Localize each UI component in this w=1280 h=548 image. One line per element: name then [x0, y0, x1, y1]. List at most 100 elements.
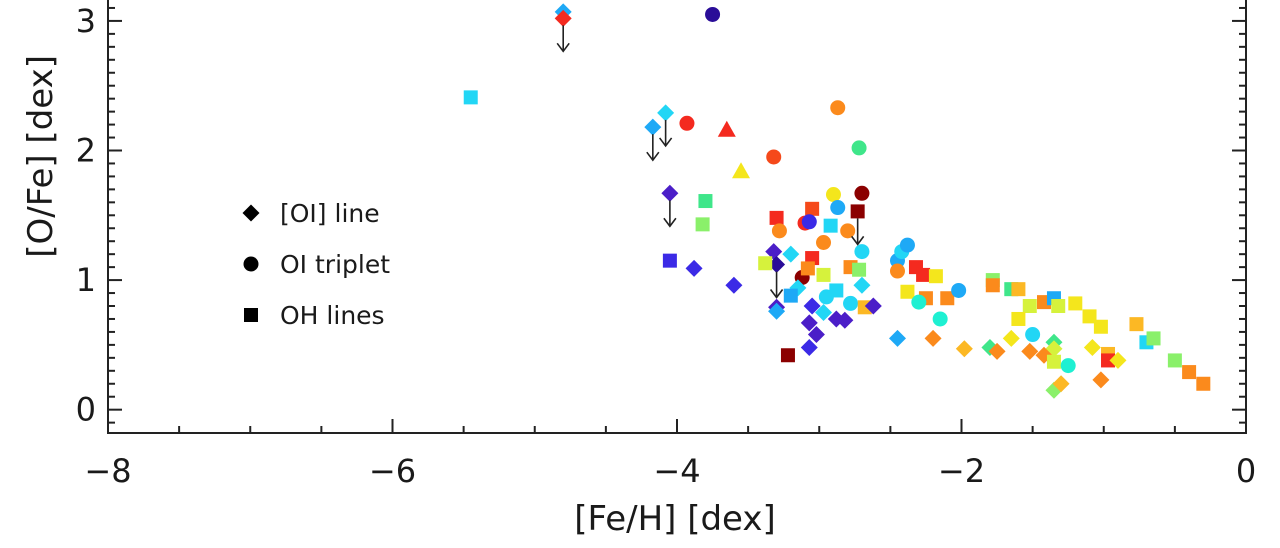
data-point-diamond — [924, 329, 942, 347]
data-point-circle — [1025, 327, 1041, 343]
data-point-square — [1068, 296, 1083, 311]
data-point-diamond — [768, 302, 786, 320]
marker-layer — [463, 3, 1211, 399]
upper-limit-arrow — [658, 119, 673, 148]
data-point-diamond — [685, 259, 703, 277]
legend-label: OI triplet — [280, 250, 390, 279]
data-point-circle — [854, 244, 870, 260]
data-point-square — [662, 253, 677, 268]
data-point-circle — [830, 100, 846, 116]
y-tick-label: 1 — [76, 261, 96, 299]
data-point-diamond — [554, 9, 572, 27]
data-point-square — [1082, 309, 1097, 324]
upper-limit-arrow — [851, 218, 865, 246]
plot-frame — [107, 0, 1247, 434]
data-point-square — [783, 288, 798, 303]
data-point-circle — [1060, 358, 1076, 374]
x-tick-label: −8 — [84, 452, 131, 490]
y-tick-label: 2 — [76, 132, 96, 170]
upper-limit-arrow — [646, 134, 660, 162]
upper-limit-arrow — [556, 25, 570, 53]
data-point-square — [698, 194, 713, 209]
data-point-square — [1167, 353, 1182, 368]
data-point-circle — [840, 223, 856, 239]
data-point-square — [985, 278, 1000, 293]
data-point-square — [916, 267, 931, 282]
legend-marker-diamond — [242, 204, 260, 222]
data-point-circle — [951, 282, 967, 298]
data-point-diamond — [955, 340, 973, 358]
data-point-diamond — [782, 245, 800, 263]
data-point-circle — [771, 223, 787, 239]
legend: [OI] line OI triplet OH lines — [242, 199, 390, 330]
data-point-square — [780, 348, 795, 363]
data-point-circle — [851, 140, 867, 156]
x-tick-label: 0 — [1236, 452, 1256, 490]
data-point-circle — [705, 6, 721, 22]
legend-marker-circle — [243, 256, 259, 272]
data-point-circle — [816, 235, 832, 251]
data-point-diamond — [800, 314, 818, 332]
data-point-circle — [801, 214, 817, 230]
data-point-circle — [766, 149, 782, 165]
data-point-diamond — [644, 118, 662, 136]
legend-label: [OI] line — [280, 199, 380, 228]
data-point-circle — [911, 294, 927, 310]
data-point-square — [800, 261, 815, 276]
data-point-triangle — [717, 120, 736, 137]
data-point-diamond — [1021, 342, 1039, 360]
data-point-circle — [679, 115, 695, 131]
legend-marker-square — [244, 308, 258, 322]
data-point-square — [928, 269, 943, 284]
x-tick-label: −2 — [938, 452, 985, 490]
data-point-square — [1011, 311, 1026, 326]
data-point-circle — [889, 263, 905, 279]
data-point-square — [1146, 331, 1161, 346]
data-point-diamond — [803, 297, 821, 315]
x-axis: −8 −6 −4 −2 0 — [84, 419, 1256, 490]
x-tick-label: −4 — [653, 452, 700, 490]
data-point-diamond — [725, 276, 743, 294]
data-point-diamond — [765, 243, 783, 261]
data-point-square — [823, 218, 838, 233]
data-point-square — [852, 262, 867, 277]
data-point-diamond — [1092, 371, 1110, 389]
data-point-square — [850, 204, 865, 219]
data-point-square — [758, 256, 773, 271]
data-point-diamond — [853, 276, 871, 294]
data-point-square — [695, 217, 710, 232]
data-point-triangle — [732, 162, 751, 179]
data-point-circle — [899, 237, 915, 253]
data-point-square — [940, 291, 955, 306]
data-point-square — [805, 201, 820, 216]
data-point-square — [1093, 319, 1108, 334]
upper-limit-arrow — [769, 271, 784, 299]
data-point-diamond — [800, 338, 818, 356]
data-point-square — [1022, 299, 1037, 314]
data-point-diamond — [1002, 329, 1020, 347]
data-point-diamond — [1052, 375, 1070, 393]
data-point-diamond — [888, 329, 906, 347]
y-tick-label: 3 — [76, 2, 96, 40]
data-point-diamond — [988, 342, 1006, 360]
data-point-circle — [825, 187, 841, 203]
data-point-square — [1011, 282, 1026, 297]
data-point-square — [1182, 365, 1197, 380]
data-point-square — [1046, 354, 1061, 369]
data-point-circle — [818, 289, 834, 305]
data-point-diamond — [661, 184, 679, 202]
data-point-diamond — [1083, 338, 1101, 356]
data-point-circle — [854, 185, 870, 201]
data-point-square — [463, 90, 478, 105]
data-point-square — [1196, 376, 1211, 391]
data-point-diamond — [864, 297, 882, 315]
data-point-square — [900, 284, 915, 299]
arrow-layer — [556, 25, 865, 299]
data-point-square — [769, 210, 784, 225]
data-point-diamond — [815, 303, 833, 321]
data-point-square — [816, 267, 831, 282]
upper-limit-arrow — [663, 200, 677, 228]
data-point-square — [1129, 317, 1144, 332]
data-point-diamond — [836, 311, 854, 329]
